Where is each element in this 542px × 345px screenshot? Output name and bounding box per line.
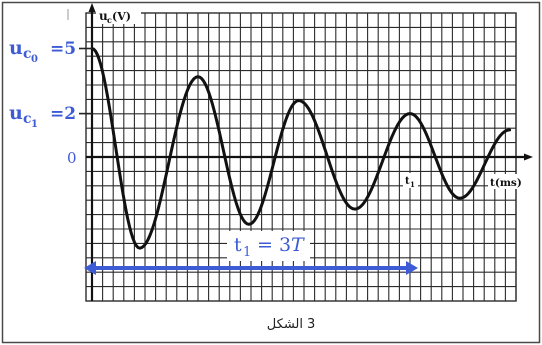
- plot-area: [90, 47, 512, 250]
- t1-tick-symbol: t: [405, 176, 410, 187]
- uc1-subscript: c: [23, 111, 32, 127]
- y-axis-label-background: [96, 7, 141, 24]
- t1-tick-label: t 1: [405, 169, 415, 189]
- t1-tick-label-background: [403, 173, 418, 188]
- span-arrow-right-icon: [406, 261, 418, 275]
- zero-label: 0: [67, 149, 77, 167]
- uc1-label: u c 1 =2: [9, 102, 76, 131]
- signal-curve: [90, 47, 512, 250]
- span-label-background: [227, 231, 310, 261]
- span-label-symbol: t: [234, 234, 242, 256]
- x-axis-label-background: [488, 174, 530, 189]
- caption: الشكل 3: [267, 317, 315, 332]
- uc1-symbol: u: [9, 102, 23, 124]
- uc1-sub-subscript: 1: [31, 119, 38, 130]
- uc0-sub-subscript: 0: [31, 54, 38, 65]
- span-arrow-left-icon: [84, 261, 96, 275]
- y-axis-arrow-icon: [88, 3, 96, 12]
- y-axis-label-unit: (V): [112, 10, 131, 23]
- caption-number: 3: [307, 317, 315, 332]
- caption-label: الشكل: [267, 317, 303, 332]
- x-axis-arrow-icon: [524, 153, 533, 161]
- uc0-symbol: u: [9, 37, 23, 59]
- uc1-value: =2: [50, 104, 76, 124]
- t1-tick-subscript: 1: [410, 180, 415, 189]
- y-axis-label-subscript: c: [107, 15, 112, 25]
- uc0-label: u c 0 =5: [9, 37, 76, 66]
- uc0-subscript: c: [23, 46, 32, 62]
- y-axis-label: u c (V): [99, 5, 131, 27]
- y-axis-label-symbol: u: [99, 9, 108, 23]
- span-label-subscript: 1: [243, 245, 251, 260]
- span-label-variable: T: [291, 234, 305, 256]
- x-axis-label: t(ms): [490, 177, 522, 189]
- uc0-value: =5: [50, 39, 76, 59]
- span-label: t 1 = 3 T: [234, 234, 305, 260]
- span-label-equation: = 3: [257, 234, 291, 256]
